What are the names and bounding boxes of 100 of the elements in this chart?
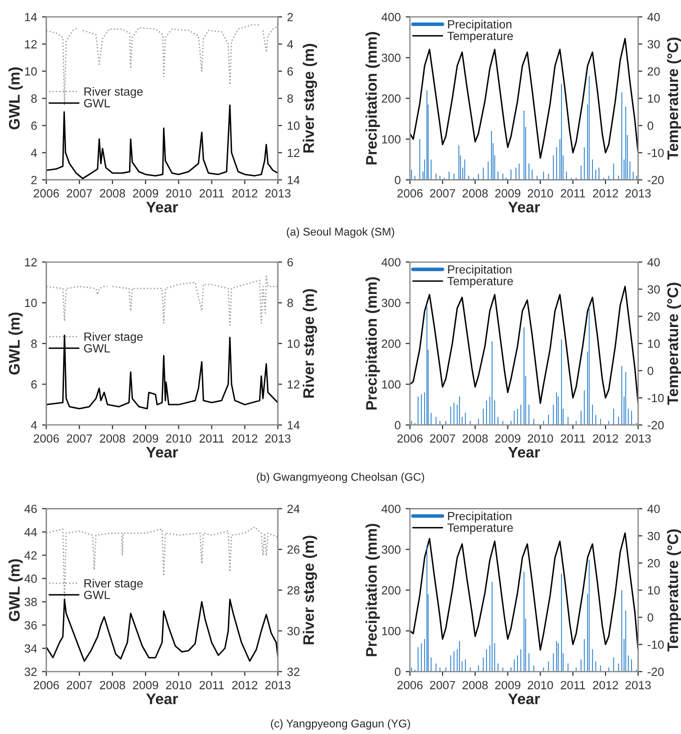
x-tick-label: 2008	[462, 189, 488, 198]
y-tick-label: 10	[25, 67, 37, 76]
x-tick-label: 2006	[34, 189, 59, 198]
y-tick-label: 400	[382, 258, 400, 266]
x-tick-label: 2013	[265, 434, 290, 443]
x-axis-title: Year	[146, 446, 178, 458]
x-tick-label: 2012	[232, 680, 258, 690]
y-tick-label: 400	[382, 504, 400, 514]
x-tick-label: 2013	[265, 189, 290, 198]
y-axis-title: GWL (m)	[8, 67, 23, 130]
y-tick-label: 0	[394, 176, 400, 184]
legend-label: Temperature	[447, 524, 513, 534]
x-tick-label: 2012	[592, 680, 618, 690]
legend-label: Temperature	[447, 277, 513, 288]
y-tick-label: 100	[382, 380, 400, 389]
y2-axis-title: River stage (m)	[302, 289, 318, 398]
y2-tick-label: 10	[288, 340, 300, 348]
y2-tick-label: 10	[648, 586, 660, 595]
y2-tick-label: 10	[648, 94, 660, 103]
y-tick-label: 300	[382, 545, 400, 554]
y-tick-label: 14	[25, 13, 37, 22]
y-tick-label: 34	[24, 644, 37, 653]
x-tick-label: 2010	[528, 680, 553, 690]
y2-tick-label: 14	[288, 176, 300, 184]
legend-label: Precipitation	[448, 20, 512, 31]
x-tick-label: 2009	[133, 189, 158, 198]
y-tick-label: 300	[382, 54, 400, 62]
y-tick-label: 6	[31, 380, 37, 389]
y-tick-label: 200	[382, 340, 400, 348]
y-tick-label: 0	[394, 421, 400, 430]
y2-tick-label: 32	[287, 668, 300, 676]
y-tick-label: 4	[30, 421, 37, 430]
x-tick-label: 2008	[462, 434, 488, 443]
y2-tick-label: 40	[647, 12, 660, 22]
y-axis-title: Precipitation (mm)	[366, 524, 380, 656]
legend-label: River stage	[84, 578, 143, 590]
y2-tick-label: 12	[288, 380, 300, 389]
x-axis-title: Year	[508, 446, 540, 458]
y2-tick-label: 24	[287, 504, 300, 513]
y2-axis-title: River stage (m)	[302, 44, 318, 153]
x-axis-title: Year	[146, 694, 178, 704]
y-tick-label: 8	[31, 94, 37, 103]
x-tick-label: 2013	[265, 680, 290, 690]
x-tick-label: 2011	[560, 189, 586, 198]
x-tick-label: 2010	[166, 189, 192, 198]
y2-tick-label: 20	[648, 312, 660, 321]
y2-tick-label: 0	[648, 122, 654, 130]
y2-tick-label: 0	[648, 366, 654, 376]
y-tick-label: 100	[382, 135, 400, 144]
y2-tick-label: 6	[287, 67, 293, 76]
y2-tick-label: 2	[287, 12, 293, 22]
x-tick-label: 2009	[495, 189, 520, 198]
y2-tick-label: 26	[287, 545, 300, 554]
legend-label: GWL	[84, 98, 110, 108]
y2-tick-label: 30	[287, 626, 300, 636]
y2-tick-label: -10	[648, 640, 664, 649]
y2-tick-label: -10	[648, 394, 664, 402]
y-tick-label: 42	[24, 551, 37, 560]
x-tick-label: 2010	[528, 189, 553, 198]
legend-label: Precipitation	[448, 512, 512, 523]
text: (a) Seoul Magok (SM)	[286, 228, 394, 238]
legend-label: Temperature	[447, 32, 513, 42]
y-tick-label: 2	[31, 176, 37, 184]
y2-tick-label: 40	[647, 258, 660, 266]
x-tick-label: 2008	[100, 434, 126, 443]
y2-tick-label: 20	[648, 67, 660, 76]
y2-tick-label: 0	[648, 613, 654, 622]
y2-tick-label: 28	[287, 586, 300, 595]
y-axis-title: Precipitation (mm)	[366, 277, 380, 410]
x-tick-label: 2009	[133, 680, 158, 690]
x-tick-label: 2006	[34, 434, 59, 443]
y-tick-label: 44	[24, 528, 37, 536]
line-series	[46, 598, 278, 662]
x-tick-label: 2007	[66, 680, 92, 690]
x-tick-label: 2006	[34, 680, 59, 690]
x-tick-label: 2007	[430, 189, 456, 198]
x-tick-label: 2006	[397, 189, 423, 198]
x-tick-label: 2011	[560, 680, 586, 690]
x-tick-label: 2006	[397, 434, 423, 443]
y2-tick-label: 30	[648, 532, 660, 540]
x-tick-label: 2011	[560, 434, 586, 443]
x-tick-label: 2006	[397, 680, 423, 690]
x-tick-label: 2007	[66, 434, 92, 443]
y2-tick-label: 4	[287, 40, 294, 48]
x-tick-label: 2013	[626, 434, 651, 443]
y-axis-title: Precipitation (mm)	[366, 32, 380, 164]
y2-tick-label: 10	[288, 122, 300, 130]
y2-tick-label: 30	[648, 285, 660, 294]
y-tick-label: 4	[30, 148, 37, 157]
y-tick-label: 6	[31, 122, 37, 130]
y-tick-label: 100	[382, 626, 400, 636]
x-tick-label: 2012	[592, 189, 618, 198]
y-tick-label: 32	[24, 668, 37, 676]
y-tick-label: 10	[25, 298, 37, 308]
y-tick-label: 46	[24, 504, 37, 514]
x-tick-label: 2007	[430, 680, 456, 690]
x-tick-label: 2009	[495, 434, 520, 443]
x-tick-label: 2010	[166, 680, 192, 690]
x-tick-label: 2012	[232, 189, 258, 198]
x-tick-label: 2010	[166, 434, 192, 443]
